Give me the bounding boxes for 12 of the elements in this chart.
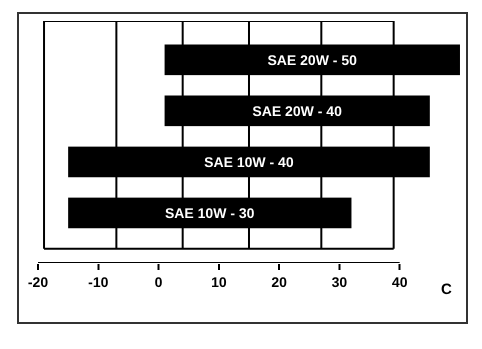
x-tick-label: 20 <box>271 274 288 290</box>
x-tick-label: 10 <box>211 274 227 290</box>
y-tick-label: SAE 10W - 30 <box>164 204 255 221</box>
y-tick-label: SAE 20W - 40 <box>252 102 342 119</box>
x-tick-label: -20 <box>28 274 48 290</box>
x-tick-label: -10 <box>88 274 109 290</box>
x-tick-label: 30 <box>332 274 348 290</box>
x-tick-label: 40 <box>392 274 408 290</box>
y-tick-label: SAE 20W - 50 <box>267 52 358 68</box>
y-tick-label: SAE 10W - 40 <box>204 154 294 170</box>
x-axis-title: C <box>441 281 452 298</box>
x-tick-label: 0 <box>154 274 163 290</box>
